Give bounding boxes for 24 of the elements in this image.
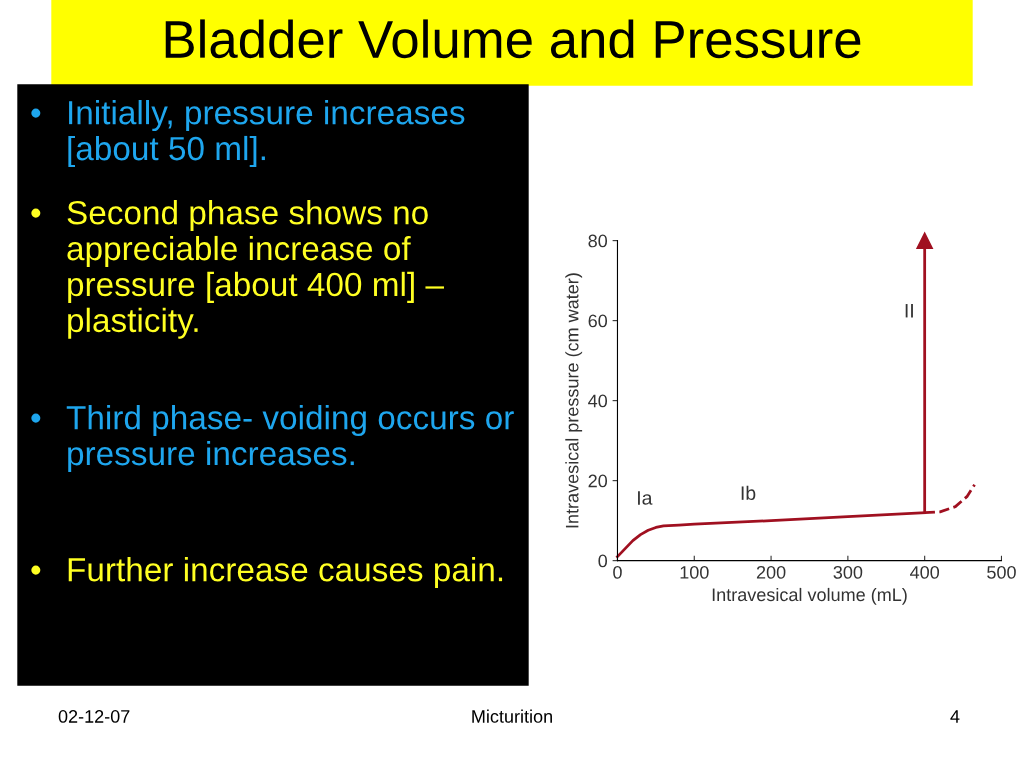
y-axis-title: Intravesical pressure (cm water) <box>565 273 583 528</box>
x-tick-label: 400 <box>910 565 940 579</box>
annotation: II <box>905 304 913 318</box>
y-tick-label: 40 <box>588 394 608 408</box>
x-axis-title: Intravesical volume (mL) <box>712 587 907 605</box>
y-tick-label: 60 <box>588 314 608 328</box>
chart-title: Bladder Volume and Pressure <box>165 19 861 59</box>
text: Micturition <box>472 709 552 723</box>
y-tick-label: 80 <box>588 234 608 248</box>
x-tick-label: 500 <box>987 565 1016 579</box>
x-tick-label: 300 <box>833 565 863 579</box>
annotation: Ib <box>741 485 756 501</box>
text: • Further increase causes pain. <box>31 557 503 589</box>
x-tick-label: 100 <box>680 565 709 579</box>
annotation: Ia <box>638 491 653 505</box>
y-tick-label: 0 <box>598 554 608 568</box>
text: 4 <box>950 710 960 723</box>
text: • Second phase shows no appreciable increase of pressure [about 400 ml] – plasticity. <box>31 200 444 339</box>
text: • Third phase- voiding occurs or pressure increases. <box>31 405 514 472</box>
text: 02-12-07 <box>58 710 130 723</box>
x-tick-label: 200 <box>756 565 786 579</box>
text: • Initially, pressure increases [about 50 ml]. <box>31 100 465 167</box>
x-tick-label: 0 <box>613 565 622 579</box>
y-tick-label: 20 <box>588 474 608 488</box>
